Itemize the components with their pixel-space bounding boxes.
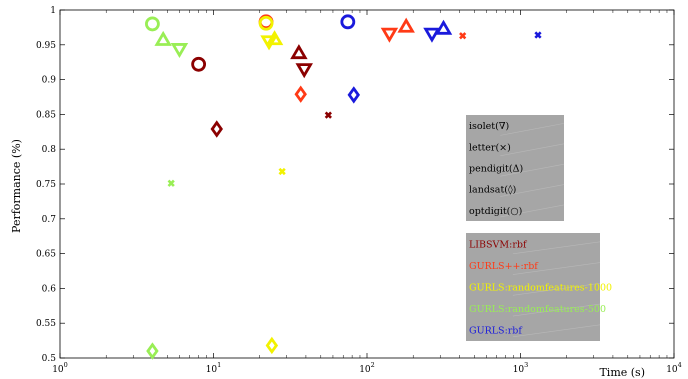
x-tick-label: 102 <box>359 361 375 375</box>
point-pendigit <box>154 30 172 46</box>
point-optdigit <box>340 14 356 30</box>
x-tick-label: 103 <box>513 361 529 375</box>
y-axis-label: Performance (%) <box>10 139 23 233</box>
point-isolet <box>295 63 313 79</box>
legend-methods: LIBSVM:rbf GURLS++:rbf GURLS:randomfeature… <box>466 233 612 341</box>
point-pendigit <box>265 30 284 46</box>
legend-markers-sheen <box>500 204 565 218</box>
point-landsat <box>347 86 360 104</box>
point-pendigit <box>397 17 415 33</box>
legend-methods-entry: GURLS:rbf <box>469 326 523 337</box>
legend-markers-sheen <box>500 184 565 197</box>
tick-labels: 100 101 102 103 104 0.5 0.55 0.6 0.65 0.7 0.75 0.8 0… <box>36 6 682 375</box>
legend-markers-entry: letter(×) <box>469 142 511 153</box>
y-tick-label: 0.6 <box>42 284 57 294</box>
axis-ticks <box>59 9 675 359</box>
legend-methods-sheen <box>512 324 601 338</box>
x-tick-label: 101 <box>206 361 222 375</box>
legend-methods-entry: LIBSVM:rbf <box>469 239 528 250</box>
point-letter <box>459 32 467 40</box>
point-landsat <box>265 336 279 355</box>
point-landsat <box>146 342 159 360</box>
y-tick-label: 0.65 <box>36 250 56 260</box>
point-optdigit <box>145 16 160 32</box>
x-tick-label: 100 <box>52 361 68 375</box>
point-optdigit <box>258 15 274 31</box>
legend-methods-sheen <box>512 241 601 255</box>
y-tick-label: 1 <box>50 6 56 16</box>
y-tick-label: 0.95 <box>36 41 56 51</box>
legend-markers: isolet(∇) letter(×) pendigit(Δ) landsat(◊) o… <box>466 115 565 221</box>
y-tick-label: 0.7 <box>42 215 57 225</box>
legend-markers-entry: landsat(◊) <box>469 185 516 196</box>
point-pendigit <box>290 44 308 60</box>
x-tick-label: 104 <box>666 361 682 375</box>
point-letter <box>324 111 332 119</box>
legend-methods-entry: GURLS:randomfeatures-500 <box>469 304 606 315</box>
point-letter <box>278 167 286 176</box>
x-axis-label: Time (s) <box>599 366 645 379</box>
legend-markers-sheen <box>500 123 565 136</box>
legend-methods-sheen <box>512 283 601 296</box>
legend-markers-sheen <box>500 163 565 177</box>
point-landsat <box>294 85 307 103</box>
y-tick-label: 0.85 <box>36 110 56 120</box>
y-tick-label: 0.55 <box>36 319 56 329</box>
point-isolet <box>260 35 278 51</box>
legend-methods-entry: GURLS++:rbf <box>469 261 539 272</box>
legend-markers-sheen <box>500 143 565 157</box>
data-points <box>145 14 542 360</box>
legend-markers-entry: optdigit(○) <box>469 206 522 217</box>
y-tick-label: 0.9 <box>42 76 57 86</box>
point-isolet <box>170 43 189 59</box>
legend-markers-entry: pendigit(Δ) <box>469 164 523 175</box>
y-tick-label: 0.75 <box>36 180 56 190</box>
point-optdigit <box>191 56 207 72</box>
point-landsat <box>210 120 223 138</box>
legend-methods-sheen <box>512 303 601 317</box>
point-letter <box>167 179 175 187</box>
point-isolet <box>380 27 399 43</box>
point-letter <box>534 31 542 39</box>
y-tick-label: 0.8 <box>42 145 57 155</box>
y-tick-label: 0.5 <box>42 354 57 364</box>
legend-methods-entry: GURLS:randomfeatures-1000 <box>469 283 612 294</box>
point-pendigit <box>434 19 453 35</box>
legend-markers-entry: isolet(∇) <box>469 121 509 132</box>
legend-methods-sheen <box>512 262 601 275</box>
